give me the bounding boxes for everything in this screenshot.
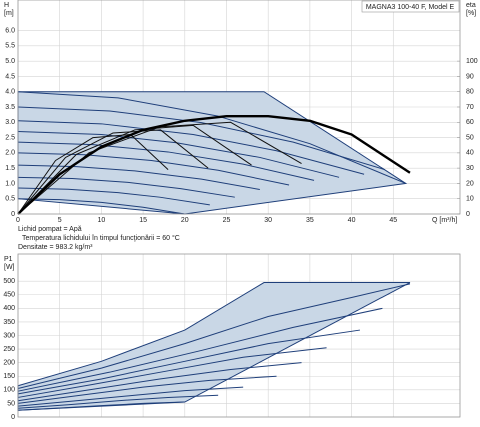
annotation: Densitate = 983.2 kg/m³ — [18, 244, 93, 251]
x-tick-label: 0 — [16, 217, 20, 224]
curve — [17, 141, 315, 181]
curve — [17, 152, 290, 186]
y-tick-label: 5.0 — [5, 58, 15, 65]
curve — [17, 187, 210, 206]
x-tick-label: 10 — [97, 217, 105, 224]
y2-unit: [%] — [466, 10, 476, 17]
curve — [17, 347, 327, 398]
y-tick-label: 4.0 — [5, 89, 15, 96]
plot-frame — [17, 253, 461, 418]
y2-tick-label: 30 — [466, 165, 474, 172]
x-tick-label: 5 — [58, 217, 62, 224]
y-tick-label: 50 — [7, 400, 15, 407]
x-tick-label: 15 — [139, 217, 147, 224]
y-tick-label: 6.0 — [5, 27, 15, 34]
efficiency-curve — [17, 114, 411, 215]
y2-tick-label: 60 — [466, 119, 474, 126]
y-tick-label: 0.5 — [5, 196, 15, 203]
y-tick-label: 400 — [3, 305, 15, 312]
curve — [17, 401, 185, 411]
y-tick-label: 150 — [3, 373, 15, 380]
chart-title: MAGNA3 100-40 F, Model E — [366, 4, 455, 11]
plot-frame — [17, 0, 461, 215]
curve — [17, 386, 244, 407]
y-tick-label: 450 — [3, 292, 15, 299]
y-tick-label: 1.0 — [5, 180, 15, 187]
y-tick-label: 2.5 — [5, 134, 15, 141]
x-tick-label: 30 — [264, 217, 272, 224]
curve — [17, 394, 219, 409]
y2-tick-label: 70 — [466, 104, 474, 111]
curve — [17, 198, 185, 215]
curve — [17, 283, 411, 389]
y2-tick-label: 90 — [466, 73, 474, 80]
y-tick-label: 4.5 — [5, 73, 15, 80]
efficiency-curve — [17, 129, 209, 215]
title-box — [361, 0, 460, 13]
curve — [17, 362, 302, 402]
annotation: Temperatura lichidului în timpul funcţio… — [22, 234, 180, 242]
y-tick-label: 3.5 — [5, 104, 15, 111]
y2-label: eta — [466, 2, 476, 9]
y-tick-label: 100 — [3, 387, 15, 394]
y-tick-label: 0 — [11, 414, 15, 421]
curve — [17, 329, 360, 395]
y-tick-label: 300 — [3, 332, 15, 339]
y-tick-label: 0 — [11, 211, 15, 218]
annotation: Lichid pompat = Apă — [18, 226, 82, 233]
x-tick-label: 25 — [223, 217, 231, 224]
x-label: Q [m³/h] — [432, 217, 457, 224]
y2-tick-label: 0 — [466, 211, 470, 218]
y-unit: [m] — [4, 10, 14, 17]
y-tick-label: 2.0 — [5, 150, 15, 157]
y2-tick-label: 100 — [466, 58, 478, 65]
x-tick-label: 45 — [389, 217, 397, 224]
y2-tick-label: 80 — [466, 89, 474, 96]
y-tick-label: 3.0 — [5, 119, 15, 126]
curve — [17, 120, 365, 175]
efficiency-curve — [17, 134, 169, 215]
y-label: H — [4, 2, 9, 9]
efficiency-curve — [17, 124, 252, 215]
curve — [17, 106, 386, 171]
y2-tick-label: 10 — [466, 196, 474, 203]
y-tick-label: 200 — [3, 360, 15, 367]
y-tick-label: 250 — [3, 346, 15, 353]
x-tick-label: 20 — [181, 217, 189, 224]
y2-tick-label: 50 — [466, 134, 474, 141]
curve — [17, 164, 260, 191]
curve — [17, 307, 383, 392]
y-tick-label: 5.5 — [5, 43, 15, 50]
curve — [17, 375, 277, 404]
y-tick-label: 1.5 — [5, 165, 15, 172]
y2-tick-label: 20 — [466, 180, 474, 187]
y-tick-label: 500 — [3, 278, 15, 285]
x-tick-label: 35 — [306, 217, 314, 224]
y-unit: [W] — [4, 264, 15, 271]
y2-tick-label: 40 — [466, 150, 474, 157]
y-tick-label: 350 — [3, 319, 15, 326]
x-tick-label: 40 — [348, 217, 356, 224]
y-label: P1 — [4, 256, 13, 263]
